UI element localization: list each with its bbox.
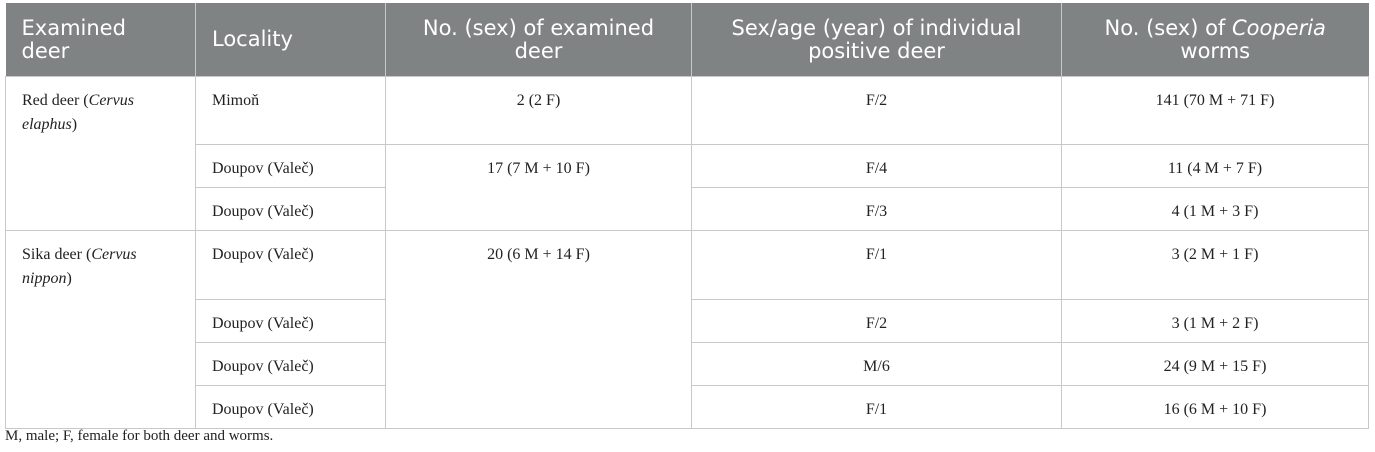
cell: 3 (2 M + 1 F)	[1061, 230, 1369, 300]
cell: Red deer (Cervus elaphus)	[5, 76, 196, 231]
row: Doupov (Valeč) F/1 16 (6 M + 10 F)	[6, 385, 1369, 429]
header-row: Examined deer Locality No. (sex) of exam…	[5, 3, 1369, 77]
cell: Doupov (Valeč)	[195, 144, 386, 188]
cell: 16 (6 M + 10 F)	[1061, 385, 1369, 429]
cell: Mimoň	[195, 76, 386, 145]
cell: 20 (6 M + 14 F)	[385, 230, 692, 429]
row: Sika deer (Cervus nippon) Doupov (Valeč)…	[5, 230, 1369, 429]
header-cell: Locality	[195, 3, 386, 77]
cell: 141 (70 M + 71 F)	[1061, 76, 1369, 145]
species: Cervus elaphus	[22, 92, 134, 133]
cell-text: )	[66, 270, 72, 287]
cell: 2 (2 F)	[385, 76, 692, 145]
cell: F/1	[691, 385, 1062, 429]
header-cell: No. (sex) of Cooperia worms	[1061, 3, 1369, 77]
header-text: Examined deer	[21, 15, 126, 63]
cell-text: )	[71, 116, 78, 133]
table: Examined deer Locality No. (sex) of exam…	[5, 3, 1369, 429]
row: Doupov (Valeč) F/3 4 (1 M + 3 F)	[6, 187, 1369, 231]
header-cell: Sex/age (year) of individual positive de…	[691, 3, 1062, 77]
cell: Doupov (Valeč)	[195, 299, 386, 343]
cell: Doupov (Valeč)	[195, 342, 386, 386]
table-container: Examined deer Locality No. (sex) of exam…	[5, 3, 1369, 429]
cell: Doupov (Valeč)	[195, 385, 386, 429]
header-italic: Cooperia	[1231, 15, 1326, 40]
cell: F/4	[691, 144, 1062, 188]
header-cell: Examined deer	[5, 3, 196, 77]
cell: 24 (9 M + 15 F)	[1061, 342, 1369, 386]
cell: Doupov (Valeč)	[195, 230, 386, 300]
cell: F/2	[691, 76, 1062, 145]
row: Doupov (Valeč) 17 (7 M + 10 F) F/4 11 (4…	[6, 144, 1369, 231]
cell-text: Red deer (	[22, 92, 89, 109]
cell: F/3	[691, 187, 1062, 231]
cell: F/2	[691, 299, 1062, 343]
row: Red deer (Cervus elaphus) Mimoň 2 (2 F) …	[5, 76, 1369, 231]
species: Cervus nippon	[22, 246, 137, 287]
cell: 11 (4 M + 7 F)	[1061, 144, 1369, 188]
cell: 3 (1 M + 2 F)	[1061, 299, 1369, 343]
header-text: worms	[1180, 38, 1251, 63]
footnote: M, male; F, female for both deer and wor…	[5, 428, 274, 444]
cell: Sika deer (Cervus nippon)	[5, 230, 196, 429]
header-cell: No. (sex) of examined deer	[385, 3, 692, 77]
cell: F/1	[691, 230, 1062, 300]
cell: 17 (7 M + 10 F)	[385, 144, 692, 231]
cell-text: Sika deer (	[22, 246, 92, 263]
cell: 4 (1 M + 3 F)	[1061, 187, 1369, 231]
row: Doupov (Valeč) F/2 3 (1 M + 2 F)	[6, 299, 1369, 343]
row: Doupov (Valeč) M/6 24 (9 M + 15 F)	[6, 342, 1369, 386]
cell: M/6	[691, 342, 1062, 386]
cell: Doupov (Valeč)	[195, 187, 386, 231]
header-text: No. (sex) of	[1104, 15, 1232, 40]
